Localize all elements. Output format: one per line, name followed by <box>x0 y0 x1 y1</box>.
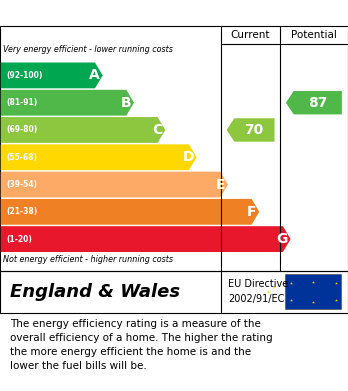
Polygon shape <box>1 63 103 88</box>
Text: Very energy efficient - lower running costs: Very energy efficient - lower running co… <box>3 45 173 54</box>
Text: (81-91): (81-91) <box>6 98 37 107</box>
Text: England & Wales: England & Wales <box>10 283 181 301</box>
Text: (1-20): (1-20) <box>6 235 32 244</box>
Text: A: A <box>89 68 100 83</box>
Polygon shape <box>1 144 197 170</box>
Text: E: E <box>216 178 225 192</box>
Polygon shape <box>1 117 165 143</box>
Polygon shape <box>1 90 134 116</box>
Polygon shape <box>1 226 291 252</box>
Text: C: C <box>152 123 163 137</box>
Text: 87: 87 <box>308 96 327 110</box>
Bar <box>285 274 341 309</box>
Text: (55-68): (55-68) <box>6 153 37 162</box>
Text: The energy efficiency rating is a measure of the
overall efficiency of a home. T: The energy efficiency rating is a measur… <box>10 319 273 371</box>
Polygon shape <box>1 172 228 197</box>
Text: F: F <box>247 205 256 219</box>
Text: Potential: Potential <box>291 30 337 40</box>
Text: Current: Current <box>231 30 270 40</box>
Text: D: D <box>182 150 194 164</box>
Polygon shape <box>227 118 275 142</box>
Text: (69-80): (69-80) <box>6 126 37 135</box>
Text: B: B <box>120 96 131 110</box>
Text: Energy Efficiency Rating: Energy Efficiency Rating <box>10 3 232 18</box>
Text: Not energy efficient - higher running costs: Not energy efficient - higher running co… <box>3 255 174 264</box>
Text: EU Directive: EU Directive <box>228 279 288 289</box>
Text: (92-100): (92-100) <box>6 71 42 80</box>
Text: 2002/91/EC: 2002/91/EC <box>228 294 285 304</box>
Text: 70: 70 <box>244 123 264 137</box>
Text: G: G <box>276 232 288 246</box>
Text: (21-38): (21-38) <box>6 207 37 216</box>
Polygon shape <box>1 199 259 225</box>
Polygon shape <box>286 91 342 115</box>
Text: (39-54): (39-54) <box>6 180 37 189</box>
